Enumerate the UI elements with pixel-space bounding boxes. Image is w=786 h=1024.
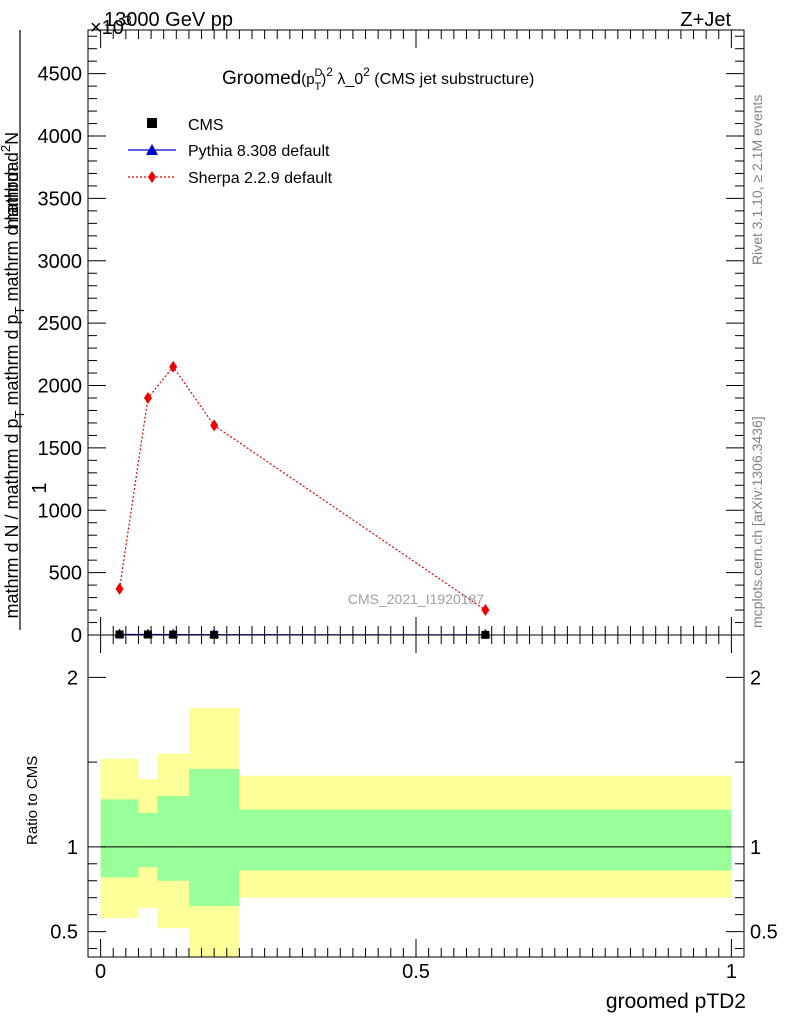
legend-entry-pythia: Pythia 8.308 default [128, 143, 330, 160]
main-y-label: 1 mathrm d2N mathrm d N / mathrm d pT ma… [0, 30, 51, 630]
main-y-tick-label: 0 [71, 625, 82, 647]
main-y-tick-label: 3000 [38, 251, 83, 273]
main-y-tick-label: 2000 [38, 376, 83, 398]
ratio-y-tick-label-right: 2 [750, 667, 761, 689]
legend-triangle-marker [146, 144, 158, 155]
plot-title: Groomed(pD T)2 λ_02 (CMS jet substructure… [222, 65, 534, 93]
main-y-ticks: 0 500 1000 1500 2000 2500 3000 3500 4000 4500 [38, 35, 744, 647]
rivet-info: Rivet 3.1.10, ≥ 2.1M events [749, 95, 765, 265]
main-y-tick-label: 500 [49, 563, 82, 585]
legend-label: Sherpa 2.2.9 default [188, 170, 333, 187]
legend-entry-sherpa: Sherpa 2.2.9 default [128, 170, 333, 187]
ratio-uncertainty-bands [100, 707, 732, 957]
main-y-tick-label: 3500 [38, 188, 83, 210]
sherpa-point [115, 582, 124, 595]
ratio-y-tick-label: 0.5 [50, 922, 78, 944]
ratio-band-green [138, 812, 158, 868]
ratio-x-tick-label: 1 [726, 961, 737, 983]
main-y-tick-label: 2500 [38, 313, 83, 335]
ratio-y-tick-label: 1 [67, 837, 78, 859]
ratio-y-tick-label-right: 0.5 [750, 922, 778, 944]
ratio-x-tick-label: 0 [95, 961, 106, 983]
sherpa-point [169, 360, 178, 373]
ratio-y-label: Ratio to CMS [24, 756, 41, 845]
ratio-panel: 0.5 0.51 12 2 0 0.5 1 [50, 634, 778, 983]
main-panel: 0 500 1000 1500 2000 2500 3000 3500 4000 4500 [38, 29, 745, 647]
y-label-denominator: mathrm d N / mathrm d pT mathrm d pT mat… [2, 160, 27, 618]
legend-entry-cms: CMS [147, 117, 224, 134]
main-y-tick-label: 1000 [38, 500, 83, 522]
ratio-y-tick-label: 2 [67, 667, 78, 689]
main-frame [87, 29, 745, 636]
ratio-band-green [239, 809, 732, 871]
legend-diamond-marker [148, 171, 156, 183]
ratio-y-ticks: 0.5 0.5 1 1 2 2 [50, 667, 778, 950]
y-label-numerator: mathrm d2N [0, 132, 22, 228]
sherpa-series-line [118, 365, 486, 611]
ratio-y-tick-label-right: 1 [750, 837, 761, 859]
main-y-tick-label: 4500 [38, 64, 83, 86]
header-exponent: ×103 [90, 12, 132, 39]
main-x-ticks [100, 30, 732, 635]
ratio-x-tick-label: 0.5 [402, 961, 430, 983]
ratio-band-green [157, 796, 189, 881]
legend-label: Pythia 8.308 default [188, 143, 330, 160]
legend-square-marker [147, 118, 157, 128]
legend: CMS Pythia 8.308 default Sherpa 2.2.9 de… [128, 117, 333, 187]
sherpa-point [143, 391, 152, 404]
ratio-x-ticks: 0 0.5 1 [95, 635, 737, 983]
ratio-band-green [188, 768, 240, 907]
header-left: 13000 GeV pp [104, 9, 233, 31]
sherpa-point [481, 604, 490, 617]
watermark: CMS_2021_I1920187 [348, 591, 484, 607]
ratio-band-green [100, 799, 139, 878]
main-y-tick-label: 4000 [38, 126, 83, 148]
main-y-tick-label: 1500 [38, 438, 83, 460]
x-axis-label: groomed pTD2 [606, 990, 746, 1013]
sherpa-point [210, 419, 219, 432]
mcplots-info: mcplots.cern.ch [arXiv:1306.3436] [749, 416, 765, 628]
header-right: Z+Jet [680, 9, 731, 31]
legend-label: CMS [188, 117, 224, 134]
y-label-one: 1 [29, 482, 51, 493]
